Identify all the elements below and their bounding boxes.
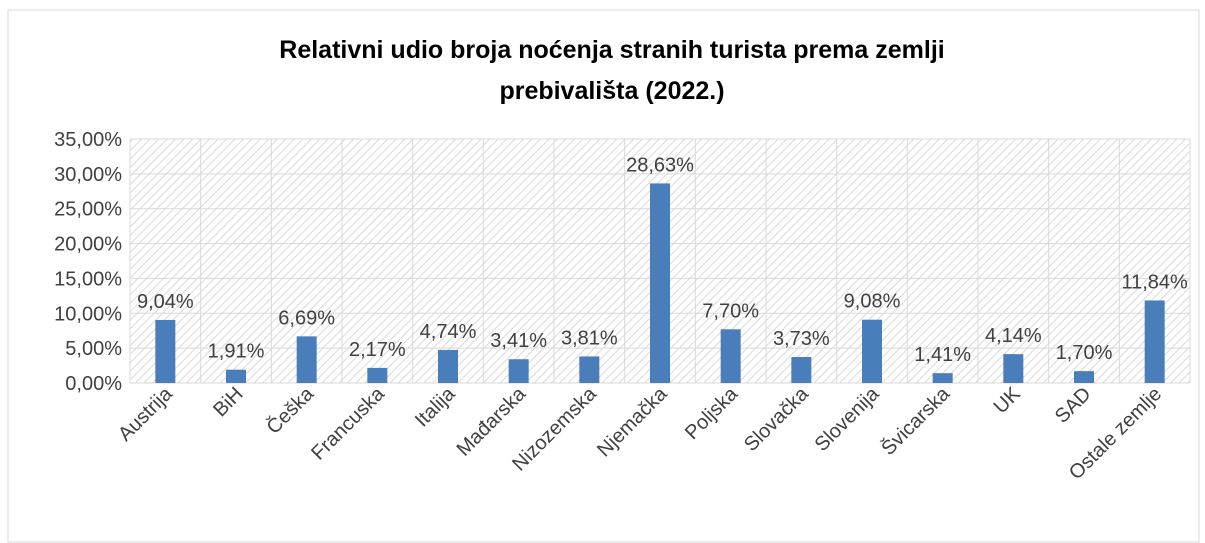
data-label: 4,14% [985,325,1042,347]
bar [438,349,458,383]
bar [932,373,953,383]
data-label: 4,74% [420,321,477,343]
data-label: 1,91% [208,341,265,363]
data-label: 3,81% [561,327,618,349]
bar [296,336,317,383]
chart-title: prebivališta (2022.) [499,77,724,105]
y-tick-label: 5,00% [65,338,122,360]
data-label: 11,84% [1121,271,1188,293]
chart-title: Relativni udio broja noćenja stranih tur… [279,36,944,64]
y-tick-label: 20,00% [54,234,122,256]
bar [508,359,529,383]
y-tick-label: 30,00% [54,164,122,186]
bar [650,183,670,383]
y-tick-label: 25,00% [54,199,122,221]
y-tick-label: 0,00% [65,373,122,395]
data-label: 28,63% [626,154,694,176]
bar [579,356,600,383]
bar [1144,300,1165,383]
bar [720,329,741,383]
y-tick-label: 35,00% [54,129,122,151]
data-label: 7,70% [702,300,759,322]
bar [155,319,176,383]
bar [1003,354,1024,383]
data-label: 6,69% [278,307,335,329]
bar [367,367,388,383]
data-label: 9,08% [844,291,901,313]
bar [226,369,246,383]
data-label: 3,73% [773,328,830,350]
data-label: 1,70% [1056,342,1113,364]
data-label: 9,04% [137,291,194,313]
y-tick-label: 10,00% [54,303,122,325]
data-label: 1,41% [914,344,971,366]
bar [1074,371,1094,383]
y-tick-label: 15,00% [54,268,122,290]
data-label: 3,41% [490,330,547,352]
data-label: 2,17% [349,339,406,361]
bar [862,319,882,383]
bar [791,356,812,383]
